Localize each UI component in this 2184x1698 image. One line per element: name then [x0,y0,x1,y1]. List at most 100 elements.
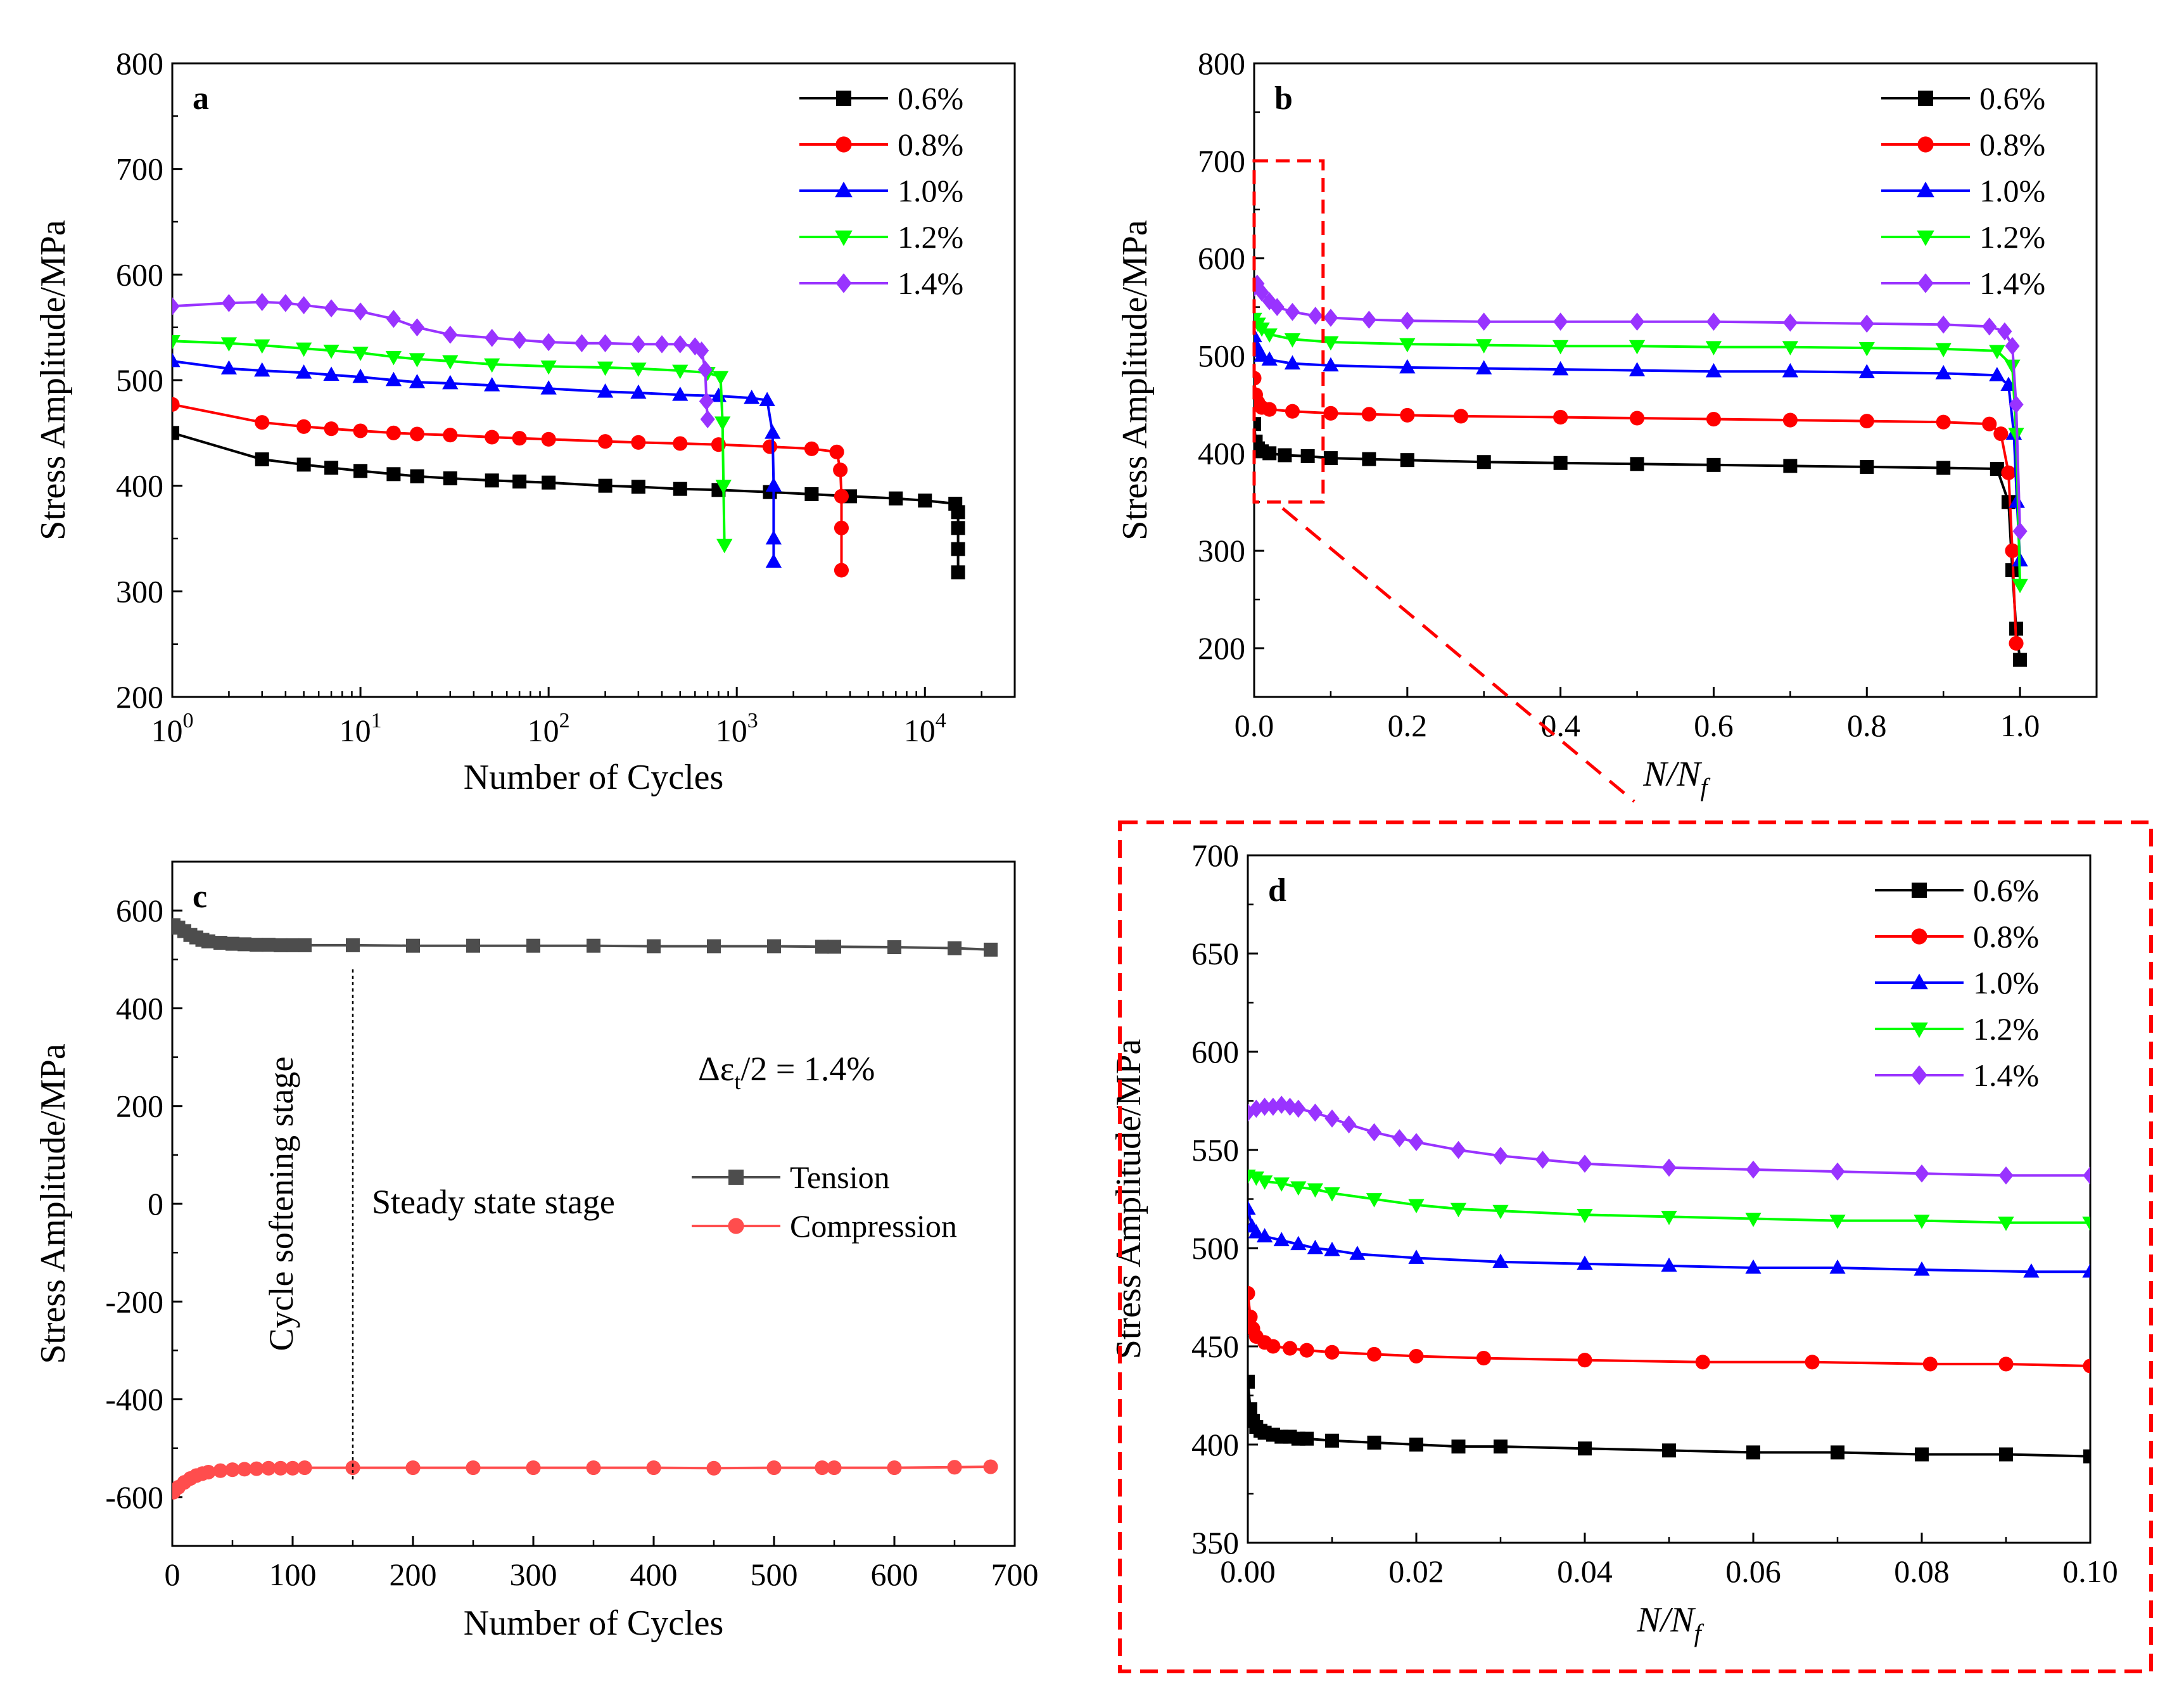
data-point [1278,448,1292,463]
data-point [1577,1255,1593,1270]
data-point [1400,453,1414,468]
data-point [296,457,311,472]
data-point [484,358,500,373]
data-point [1661,1158,1677,1177]
data-point [1300,1431,1314,1446]
data-point [2009,635,2024,651]
data-point [1256,1175,1273,1190]
data-point [1745,1213,1762,1227]
data-point [1361,310,1376,329]
data-point [1782,412,1798,428]
data-point [947,1460,962,1475]
legend-label: 1.4% [1979,265,2045,301]
data-point [586,1460,601,1476]
data-point [1254,322,1270,337]
data-point [324,461,339,475]
data-point [172,352,181,367]
data-point [485,430,500,445]
data-point [1552,361,1569,376]
y-tick-label: 650 [1191,936,1239,971]
data-point [225,936,239,951]
data-point [672,364,689,380]
x-axis-title-main: N/N [1636,1600,1696,1640]
data-point [1706,411,1722,427]
panel-c: -600 -400 -200 0 200 400 600 0 100 200 300 400 500 60… [34,860,1039,1643]
x-tick-exp: 3 [747,709,758,732]
data-point [250,938,263,952]
x-tick-label: 100 [151,709,194,748]
panel-b: 200 300 400 500 600 700 800 0.0 0.2 0.4 0.6 0.8 1.0 S… [1115,46,2098,801]
data-point [1782,362,1799,378]
y-tick-label: 700 [1191,838,1239,873]
data-point [541,333,556,352]
series-line-0.8% [172,403,843,570]
data-point [353,423,368,438]
y-tick-label: 400 [116,990,163,1026]
zoom-connector-line [1281,507,1635,803]
data-point [1936,316,1951,334]
legend-marker [835,230,853,246]
data-point [2082,1263,2090,1278]
data-point [1745,1259,1762,1274]
data-point [951,542,965,556]
data-point [2023,1263,2040,1278]
x-tick-label: 400 [630,1557,678,1592]
data-point [1254,274,1265,293]
data-point [630,362,647,377]
data-point [285,1460,300,1476]
data-point [1915,1447,1929,1462]
data-point [1577,1208,1593,1223]
annotation-steady: Steady state stage [372,1183,615,1221]
data-point [324,421,339,437]
data-point [833,463,848,478]
data-point [512,431,527,446]
x-tick-exp: 4 [936,709,946,732]
series-line-1.2% [1254,317,2022,585]
legend-label: 1.0% [898,173,963,208]
data-point [442,374,459,390]
y-tick-label: 450 [1191,1329,1239,1364]
data-point [1746,1160,1761,1179]
data-point [804,487,819,501]
data-point [1323,336,1339,351]
data-point [1282,1341,1298,1356]
data-point [766,1460,782,1476]
data-point [574,334,589,352]
data-point [172,297,180,316]
data-point [1990,462,2004,476]
x-tick-label: 104 [904,709,946,748]
data-point [1476,1351,1491,1366]
panel-label: c [193,879,207,915]
data-point [673,436,688,451]
data-point [1323,451,1338,466]
data-point [1367,1435,1381,1450]
legend-marker [1917,273,1934,293]
data-point [352,368,369,383]
y-tick-label: 200 [116,1088,163,1124]
data-point [526,1460,541,1476]
data-point [1577,1353,1592,1368]
y-tick-label: 200 [1198,630,1245,666]
x-axis-title-sub: f [1701,773,1711,801]
x-axis-title: Number of Cycles [464,1604,724,1643]
data-point [1829,1215,1846,1229]
panel-label: d [1268,872,1286,909]
data-point [1629,411,1645,426]
data-point [385,371,402,386]
data-point [2013,653,2028,667]
x-tick-label: 102 [528,709,570,748]
data-point [1936,414,1951,430]
data-layer [1254,274,2028,667]
data-point [201,934,215,948]
legend-marker [728,1170,744,1185]
data-point [255,415,270,430]
data-point [630,384,647,399]
y-tick-label: -600 [105,1479,163,1515]
data-point [1451,1140,1466,1159]
x-tick-label: 100 [269,1557,317,1592]
data-point [1982,416,1997,431]
legend-label: 0.6% [1979,80,2045,116]
data-point [1248,1224,1264,1239]
data-point [1290,1235,1307,1251]
